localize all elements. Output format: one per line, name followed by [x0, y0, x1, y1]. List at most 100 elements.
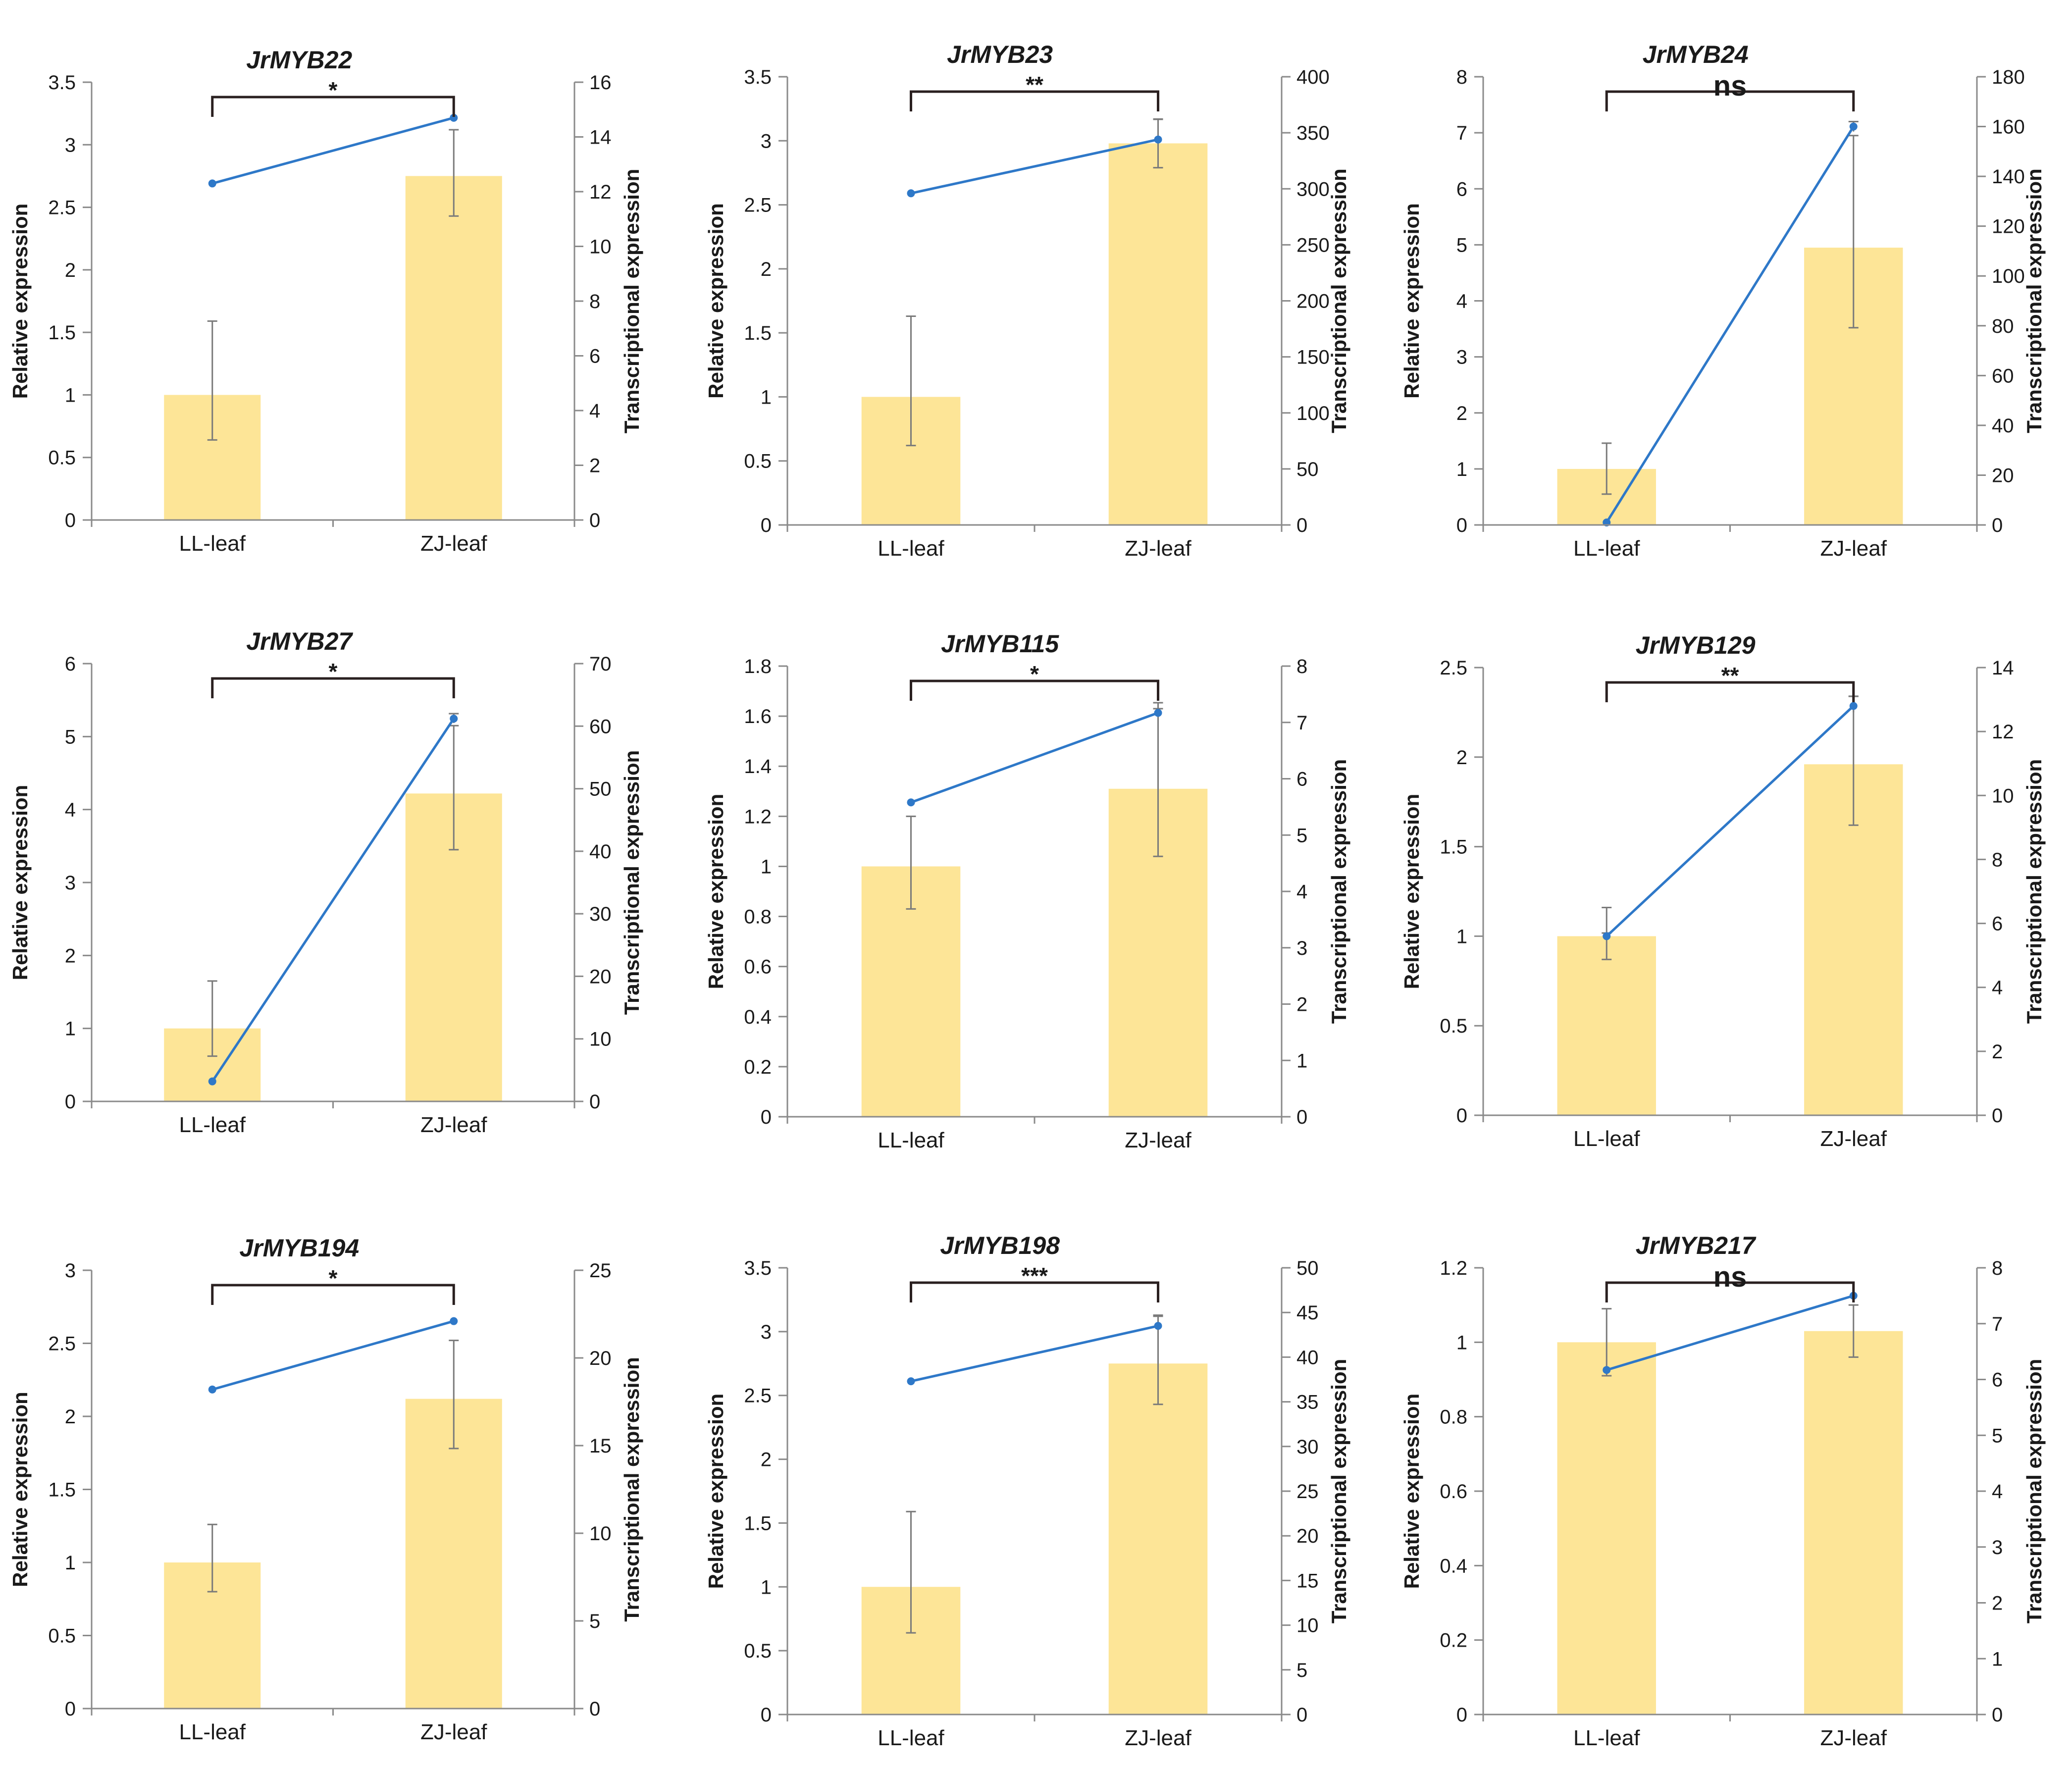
line-point-ll-leaf	[208, 179, 216, 188]
category-label: LL-leaf	[878, 1726, 944, 1750]
category-label: ZJ-leaf	[1125, 536, 1191, 561]
y2-tick-label: 8	[1296, 656, 1307, 677]
chart-panel: 0 0.5 1 1.5 2 2.5 0 2 4 6 8 10 12 14 LL-leaf ZJ-leaf Rel…	[1400, 631, 2046, 1151]
chart-title: JrMYB24	[1643, 41, 1749, 68]
transcription-line	[211, 718, 455, 1082]
significance-label: *	[1030, 661, 1039, 687]
y-tick-label: 0.5	[744, 451, 772, 472]
significance-label: *	[329, 77, 338, 103]
y2-tick-label: 2	[1296, 994, 1307, 1016]
line-point-ll-leaf	[1603, 932, 1611, 940]
y-tick-label: 1.2	[1440, 1257, 1467, 1279]
y2-tick-label: 60	[1992, 365, 2014, 387]
y2-tick-label: 0	[589, 1091, 600, 1113]
category-label: ZJ-leaf	[420, 1720, 487, 1744]
y2-tick-label: 0	[1296, 515, 1307, 536]
line-point-ll-leaf	[907, 189, 915, 198]
y2-tick-label: 10	[589, 236, 612, 258]
significance-label: ***	[1021, 1263, 1048, 1289]
y-axis-title: Relative expression	[8, 204, 32, 399]
y2-tick-label: 0	[1296, 1704, 1307, 1726]
y-tick-label: 1.6	[744, 706, 772, 728]
y-axis-title: Relative expression	[1400, 203, 1423, 399]
y2-tick-label: 6	[1296, 769, 1307, 790]
y2-tick-label: 50	[1296, 459, 1319, 480]
y-tick-label: 0.5	[744, 1640, 772, 1662]
y2-tick-label: 10	[589, 1029, 612, 1050]
y-tick-label: 2.5	[1440, 657, 1467, 679]
y-axis-title: Relative expression	[1400, 1394, 1423, 1589]
y-tick-label: 3	[65, 872, 76, 894]
y-tick-label: 0	[1456, 1704, 1467, 1726]
y2-tick-label: 6	[1992, 1369, 2003, 1391]
significance-bracket	[211, 677, 455, 698]
line-point-zj-leaf	[1849, 122, 1858, 131]
chart-title: JrMYB27	[246, 627, 353, 655]
y2-tick-label: 20	[589, 1348, 612, 1369]
chart-panel: 0 0.2 0.4 0.6 0.8 1 1.2 1.4 1.6 1.8 0 1 2 3 4 5 6 7 8 LL-le…	[704, 630, 1350, 1152]
y2-tick-label: 10	[1992, 785, 2014, 807]
y-tick-label: 1	[1456, 459, 1467, 480]
y-tick-label: 1	[761, 856, 772, 878]
y2-tick-label: 0	[1992, 515, 2003, 536]
y-tick-label: 4	[1456, 291, 1467, 312]
chart-title: JrMYB194	[239, 1234, 359, 1262]
line-point-zj-leaf	[1154, 135, 1162, 144]
y-tick-label: 3	[761, 130, 772, 152]
category-label: ZJ-leaf	[1820, 536, 1887, 561]
y-tick-label: 1	[1456, 926, 1467, 947]
bar-zj-leaf	[1108, 143, 1208, 525]
y-tick-label: 1.8	[744, 656, 772, 677]
y-tick-label: 0.6	[1440, 1481, 1467, 1503]
y2-tick-label: 120	[1992, 216, 2025, 238]
significance-bracket	[1605, 90, 1855, 111]
chart-title: JrMYB115	[941, 630, 1059, 658]
y2-axis-title: Transcriptional expression	[1327, 168, 1350, 433]
y2-tick-label: 14	[589, 127, 612, 149]
y-tick-label: 3	[65, 1260, 76, 1282]
significance-label: ns	[1713, 70, 1747, 102]
bar-zj-leaf	[1804, 1331, 1903, 1715]
y2-tick-label: 25	[589, 1260, 612, 1282]
y2-tick-label: 40	[589, 841, 612, 863]
y-tick-label: 0	[65, 510, 76, 531]
y2-tick-label: 100	[1296, 403, 1330, 424]
y-axis-title: Relative expression	[704, 203, 727, 399]
y2-tick-label: 80	[1992, 315, 2014, 337]
chart-panel: 0 0.5 1 1.5 2 2.5 3 0 5 10 15 20 25 LL-leaf ZJ-leaf Rel…	[8, 1234, 643, 1744]
y2-tick-label: 0	[1992, 1704, 2003, 1726]
y-tick-label: 5	[65, 726, 76, 748]
line-point-zj-leaf	[450, 715, 458, 723]
y2-axis-title: Transcriptional expression	[1327, 759, 1350, 1024]
y2-tick-label: 1	[1296, 1050, 1307, 1072]
y-tick-label: 2.5	[744, 1385, 772, 1407]
line-point-zj-leaf	[1154, 1322, 1162, 1330]
y-tick-label: 0.8	[1440, 1406, 1467, 1428]
category-label: ZJ-leaf	[1125, 1128, 1191, 1152]
y2-tick-label: 8	[1992, 1257, 2003, 1279]
y2-tick-label: 12	[1992, 721, 2014, 743]
y-tick-label: 6	[1456, 178, 1467, 200]
y-tick-label: 2	[761, 1449, 772, 1471]
category-label: LL-leaf	[878, 1128, 944, 1152]
y2-tick-label: 15	[589, 1435, 612, 1457]
y-tick-label: 2	[65, 945, 76, 967]
y-tick-label: 3.5	[48, 72, 76, 94]
chart-title: JrMYB23	[947, 41, 1053, 68]
y-tick-label: 2	[65, 1406, 76, 1428]
y-tick-label: 1	[761, 1576, 772, 1598]
line-point-zj-leaf	[450, 1317, 458, 1325]
significance-bracket	[1605, 681, 1855, 702]
category-label: LL-leaf	[179, 531, 246, 556]
chart-panel: 012345678020406080100120140160180LL-leaf…	[1400, 41, 2046, 561]
y2-tick-label: 100	[1992, 265, 2025, 287]
y-tick-label: 0	[761, 1106, 772, 1128]
y2-tick-label: 2	[1992, 1593, 2003, 1614]
y2-tick-label: 180	[1992, 66, 2025, 88]
category-label: LL-leaf	[179, 1113, 246, 1137]
category-label: LL-leaf	[179, 1720, 246, 1744]
y-tick-label: 1	[65, 1552, 76, 1574]
y-tick-label: 3.5	[744, 66, 772, 88]
y2-tick-label: 20	[1296, 1525, 1319, 1547]
